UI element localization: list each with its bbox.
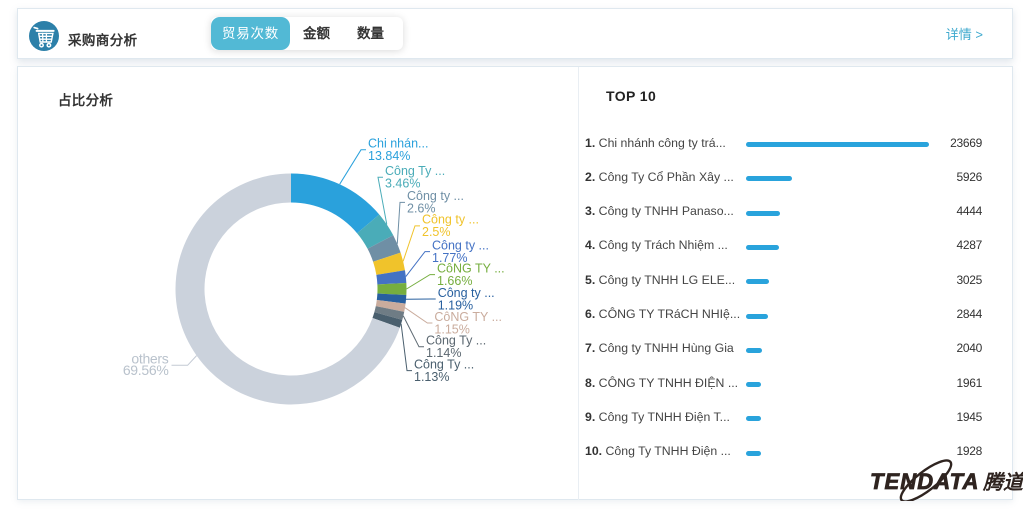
svg-text:Công ty ...: Công ty ... xyxy=(422,213,479,227)
svg-text:腾道: 腾道 xyxy=(982,471,1023,494)
svg-text:CôNG TY ...: CôNG TY ... xyxy=(437,261,505,275)
svg-text:others: others xyxy=(131,351,168,367)
svg-text:2.5%: 2.5% xyxy=(422,225,451,239)
svg-text:Công ty ...: Công ty ... xyxy=(438,286,495,300)
svg-text:1.66%: 1.66% xyxy=(437,274,472,288)
svg-text:1.15%: 1.15% xyxy=(434,322,469,336)
svg-text:2.6%: 2.6% xyxy=(407,202,436,216)
svg-text:13.84%: 13.84% xyxy=(368,149,410,163)
svg-text:Công ty ...: Công ty ... xyxy=(407,189,464,203)
svg-text:Công ty ...: Công ty ... xyxy=(432,238,489,252)
svg-text:1.14%: 1.14% xyxy=(426,346,461,360)
svg-text:TENDATA: TENDATA xyxy=(870,469,980,494)
svg-text:Công Ty ...: Công Ty ... xyxy=(385,164,445,178)
svg-text:CôNG TY ...: CôNG TY ... xyxy=(434,310,502,324)
svg-text:Công Ty ...: Công Ty ... xyxy=(426,334,486,348)
svg-text:Chi nhán...: Chi nhán... xyxy=(368,137,428,151)
svg-text:Công Ty ...: Công Ty ... xyxy=(414,357,474,371)
svg-text:69.56%: 69.56% xyxy=(123,362,169,378)
svg-text:1.13%: 1.13% xyxy=(414,370,449,384)
svg-text:3.46%: 3.46% xyxy=(385,177,420,191)
svg-text:1.19%: 1.19% xyxy=(438,298,473,312)
svg-text:1.77%: 1.77% xyxy=(432,251,467,265)
